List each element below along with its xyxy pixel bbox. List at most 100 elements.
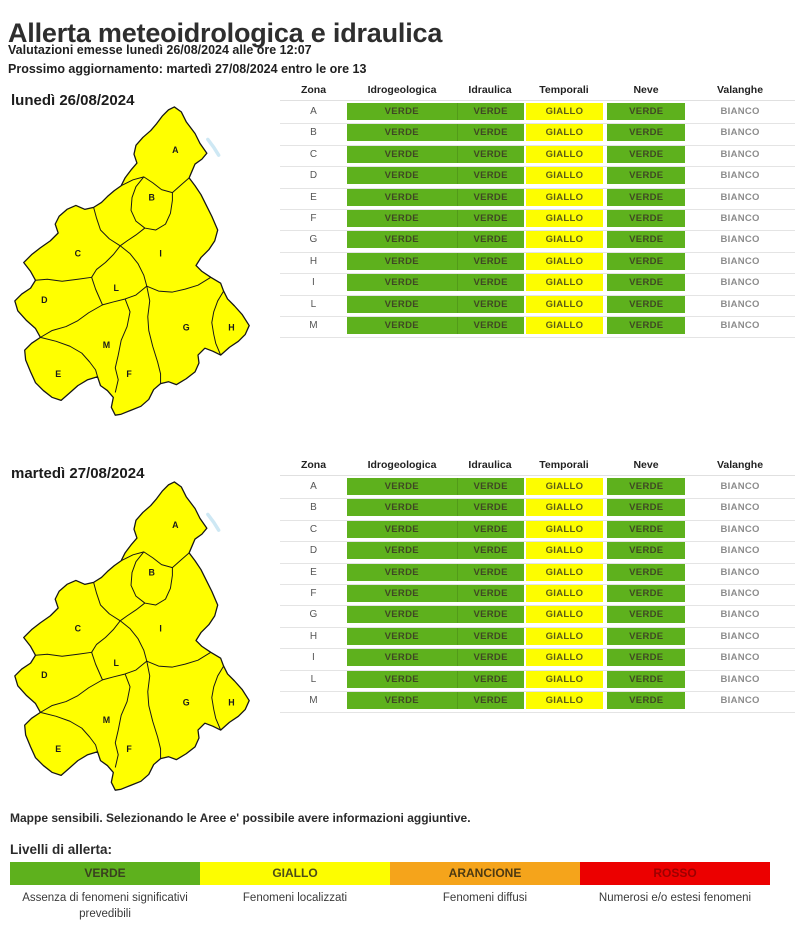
- alert-row-zone-M: M VERDE VERDE GIALLO VERDE BIANCO: [280, 316, 795, 339]
- cell-idraulica: VERDE: [456, 274, 524, 292]
- alert-row-zone-B: B VERDE VERDE GIALLO VERDE BIANCO: [280, 499, 795, 521]
- column-header-temporali: Temporali: [539, 84, 589, 96]
- cell-neve: VERDE: [607, 649, 686, 667]
- zone-label-D[interactable]: D: [41, 295, 48, 305]
- alert-row-zone-H: H VERDE VERDE GIALLO VERDE BIANCO: [280, 252, 795, 275]
- zone-border: [93, 207, 121, 247]
- zone-label-F[interactable]: F: [126, 744, 132, 754]
- cell-idraulica: VERDE: [456, 627, 524, 645]
- zone-border: [40, 304, 103, 338]
- region-map-day-2[interactable]: A B C D E F G H I L M: [2, 477, 264, 802]
- column-header-idrogeologica: Idrogeologica: [367, 459, 437, 471]
- cell-idrogeologica: VERDE: [346, 103, 457, 120]
- legend-level-giallo: GIALLO: [200, 862, 390, 885]
- column-header-neve: Neve: [633, 84, 659, 96]
- cell-zona: C: [309, 523, 318, 535]
- cell-idrogeologica: VERDE: [346, 606, 457, 624]
- cell-neve: VERDE: [607, 295, 686, 313]
- zone-label-D[interactable]: D: [41, 670, 48, 680]
- cell-idraulica: VERDE: [456, 670, 524, 688]
- cell-idraulica: VERDE: [456, 520, 524, 538]
- zone-border: [146, 286, 162, 384]
- next-update-line: Prossimo aggiornamento: martedì 27/08/20…: [8, 62, 367, 76]
- table-header-row: Zona Idrogeologica Idraulica Temporali Neve V…: [280, 458, 795, 476]
- cell-temporali: GIALLO: [525, 274, 604, 292]
- cell-temporali: GIALLO: [525, 649, 604, 667]
- alert-table-day-1: Zona Idrogeologica Idraulica Temporali Neve V…: [280, 83, 795, 339]
- cell-neve: VERDE: [607, 691, 686, 709]
- legend-level-arancione: ARANCIONE: [390, 862, 580, 885]
- zone-label-H[interactable]: H: [228, 322, 234, 332]
- zone-label-I[interactable]: I: [159, 249, 161, 259]
- zone-label-I[interactable]: I: [159, 624, 161, 634]
- cell-zona: G: [309, 609, 318, 621]
- zone-label-A[interactable]: A: [172, 520, 179, 530]
- cell-idraulica: VERDE: [456, 563, 524, 581]
- cell-valanghe: BIANCO: [720, 694, 760, 706]
- alert-row-zone-L: L VERDE VERDE GIALLO VERDE BIANCO: [280, 670, 795, 692]
- cell-zona: E: [310, 191, 317, 203]
- cell-idrogeologica: VERDE: [346, 691, 457, 709]
- cell-temporali: GIALLO: [525, 167, 604, 185]
- cell-idrogeologica: VERDE: [346, 584, 457, 602]
- alert-row-zone-E: E VERDE VERDE GIALLO VERDE BIANCO: [280, 563, 795, 585]
- cell-idrogeologica: VERDE: [346, 563, 457, 581]
- cell-neve: VERDE: [607, 542, 686, 560]
- zone-label-L[interactable]: L: [114, 658, 120, 668]
- cell-zona: I: [312, 652, 315, 664]
- cell-neve: VERDE: [607, 563, 686, 581]
- zone-label-M[interactable]: M: [103, 715, 110, 725]
- cell-idrogeologica: VERDE: [346, 252, 457, 270]
- zone-border: [114, 298, 131, 393]
- column-header-neve: Neve: [633, 459, 659, 471]
- legend-level-rosso: ROSSO: [580, 862, 770, 885]
- zone-border: [91, 245, 121, 278]
- cell-valanghe: BIANCO: [720, 212, 760, 224]
- cell-valanghe: BIANCO: [720, 673, 760, 685]
- alert-row-zone-C: C VERDE VERDE GIALLO VERDE BIANCO: [280, 520, 795, 543]
- zone-label-F[interactable]: F: [126, 369, 132, 379]
- cell-zona: F: [310, 587, 317, 599]
- zone-label-E[interactable]: E: [55, 744, 61, 754]
- cell-zona: L: [310, 673, 317, 685]
- cell-temporali: GIALLO: [525, 627, 604, 645]
- cell-valanghe: BIANCO: [720, 170, 760, 182]
- zone-label-M[interactable]: M: [103, 340, 110, 350]
- cell-idraulica: VERDE: [456, 499, 524, 517]
- legend-description-giallo: Fenomeni localizzati: [242, 892, 348, 904]
- cell-valanghe: BIANCO: [720, 523, 760, 535]
- cell-zona: L: [310, 298, 317, 310]
- cell-zona: H: [309, 255, 318, 267]
- legend-description-arancione: Fenomeni diffusi: [442, 892, 528, 904]
- cell-idraulica: VERDE: [456, 478, 524, 495]
- piemonte-map-svg[interactable]: A B C D E F G H I L M: [2, 477, 264, 802]
- cell-neve: VERDE: [607, 103, 686, 120]
- zone-label-B[interactable]: B: [149, 567, 155, 577]
- column-header-zona: Zona: [300, 84, 327, 96]
- zone-label-A[interactable]: A: [172, 145, 179, 155]
- zone-label-E[interactable]: E: [55, 369, 61, 379]
- zone-label-G[interactable]: G: [183, 697, 190, 707]
- cell-idraulica: VERDE: [456, 167, 524, 185]
- zone-label-C[interactable]: C: [75, 624, 82, 634]
- piemonte-map-svg[interactable]: A B C D E F G H I L M: [2, 102, 264, 427]
- cell-temporali: GIALLO: [525, 188, 604, 206]
- alert-row-zone-C: C VERDE VERDE GIALLO VERDE BIANCO: [280, 145, 795, 168]
- zone-label-G[interactable]: G: [183, 322, 190, 332]
- zone-border: [91, 620, 121, 653]
- cell-zona: H: [309, 630, 318, 642]
- cell-valanghe: BIANCO: [720, 191, 760, 203]
- zone-border: [93, 582, 121, 622]
- region-map-day-1[interactable]: A B C D E F G H I L M: [2, 102, 264, 427]
- region-outline[interactable]: [14, 106, 250, 416]
- zone-label-C[interactable]: C: [75, 249, 82, 259]
- alert-row-zone-F: F VERDE VERDE GIALLO VERDE BIANCO: [280, 209, 795, 232]
- cell-temporali: GIALLO: [525, 606, 604, 624]
- cell-idrogeologica: VERDE: [346, 649, 457, 667]
- zone-border: [35, 651, 92, 657]
- zone-label-L[interactable]: L: [114, 283, 120, 293]
- alert-row-zone-M: M VERDE VERDE GIALLO VERDE BIANCO: [280, 691, 795, 714]
- region-outline[interactable]: [14, 481, 250, 791]
- zone-label-H[interactable]: H: [228, 697, 234, 707]
- zone-label-B[interactable]: B: [149, 192, 155, 202]
